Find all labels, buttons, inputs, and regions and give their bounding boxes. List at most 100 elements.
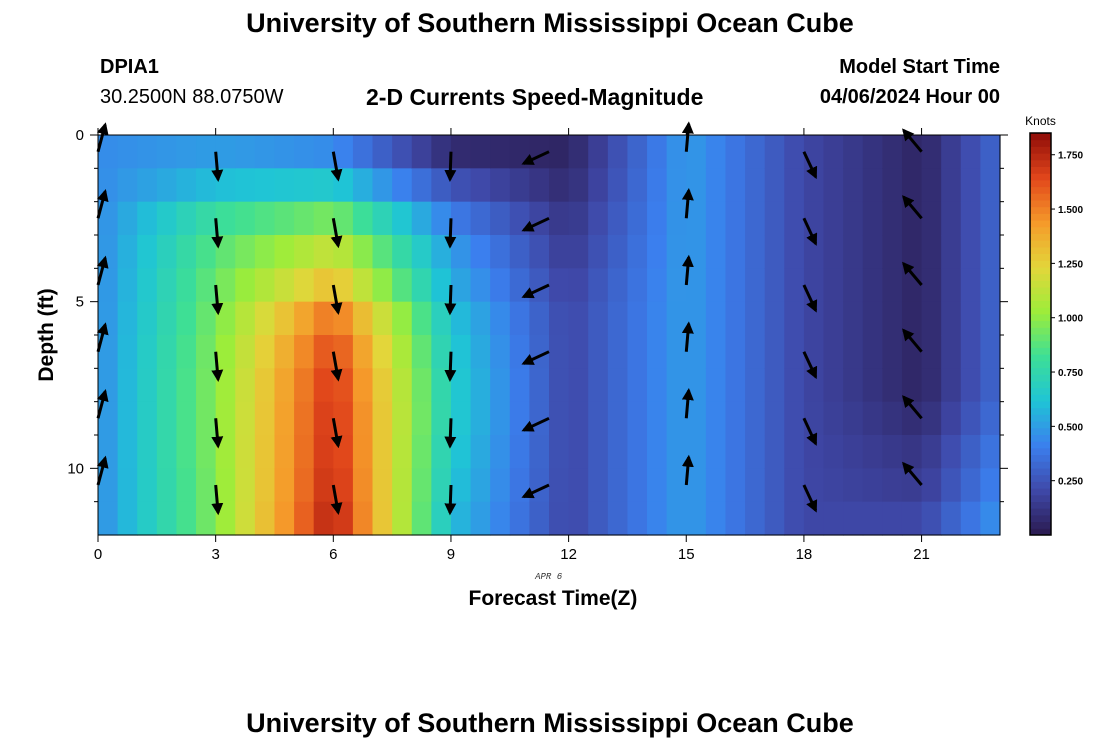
heatmap-cell bbox=[823, 435, 844, 469]
heatmap-cell bbox=[98, 135, 119, 169]
heatmap-cell bbox=[235, 368, 256, 403]
heatmap-cell bbox=[117, 235, 138, 269]
heatmap-cell bbox=[725, 435, 746, 469]
heatmap-cell bbox=[784, 135, 805, 169]
colorbar-band bbox=[1030, 494, 1051, 502]
heatmap-cell bbox=[901, 368, 923, 403]
heatmap-cell bbox=[431, 501, 452, 536]
heatmap-cell bbox=[176, 268, 197, 303]
heatmap-cell bbox=[156, 201, 178, 236]
heatmap-cell bbox=[549, 501, 570, 536]
date-annotation: APR 6 bbox=[534, 572, 563, 582]
heatmap-cell bbox=[156, 268, 178, 303]
heatmap-cell bbox=[431, 335, 452, 369]
heatmap-cell bbox=[431, 468, 452, 503]
heatmap-cell bbox=[137, 201, 158, 236]
heatmap-cell bbox=[470, 301, 491, 336]
heatmap-cell bbox=[568, 301, 589, 336]
heatmap-cell bbox=[411, 435, 432, 469]
heatmap-cell bbox=[333, 268, 354, 303]
heatmap-cell bbox=[235, 268, 256, 303]
heatmap-cell bbox=[980, 501, 1001, 536]
heatmap-cell bbox=[862, 435, 883, 469]
heatmap-cell bbox=[137, 135, 158, 169]
heatmap-cell bbox=[823, 368, 844, 403]
heatmap-cell bbox=[490, 201, 511, 236]
heatmap-cell bbox=[941, 435, 962, 469]
heatmap-cell bbox=[705, 201, 727, 236]
colorbar: 0.250 0.500 0.750 1.000 1.250 1.500 1.750 Knots bbox=[1025, 114, 1083, 536]
heatmap-cell bbox=[98, 235, 119, 269]
heatmap-cell bbox=[725, 335, 746, 369]
heatmap-cell bbox=[843, 301, 864, 336]
current-arrow bbox=[521, 150, 550, 165]
heatmap-cell bbox=[509, 201, 530, 236]
heatmap-cell bbox=[980, 268, 1001, 303]
heatmap-cell bbox=[686, 468, 707, 503]
heatmap-cell bbox=[549, 168, 570, 203]
heatmap-cell bbox=[176, 201, 197, 236]
heatmap-cell bbox=[235, 235, 256, 269]
heatmap-cell bbox=[666, 435, 687, 469]
heatmap-cell bbox=[627, 435, 648, 469]
heatmap-cell bbox=[411, 501, 432, 536]
heatmap-cell bbox=[882, 268, 903, 303]
heatmap-cell bbox=[764, 368, 785, 403]
heatmap-cell bbox=[784, 235, 805, 269]
heatmap-cell bbox=[235, 501, 256, 536]
heatmap-cell bbox=[490, 468, 511, 503]
colorbar-band bbox=[1030, 153, 1051, 161]
heatmap-cell bbox=[176, 401, 197, 436]
heatmap-cell bbox=[98, 435, 119, 469]
heatmap-cell bbox=[823, 401, 844, 436]
heatmap-cell bbox=[254, 301, 276, 336]
heatmap-cell bbox=[901, 268, 923, 303]
heatmap-cell bbox=[666, 201, 687, 236]
heatmap-cell bbox=[196, 268, 217, 303]
heatmap-cell bbox=[764, 468, 785, 503]
heatmap-cell bbox=[450, 501, 472, 536]
heatmap-cell bbox=[333, 401, 354, 436]
heatmap-cell bbox=[980, 235, 1001, 269]
heatmap-cell bbox=[764, 235, 785, 269]
heatmap-cell bbox=[313, 468, 334, 503]
heatmap-cell bbox=[156, 135, 178, 169]
heatmap-cell bbox=[666, 468, 687, 503]
heatmap-cell bbox=[529, 368, 550, 403]
heatmap-cell bbox=[509, 435, 530, 469]
heatmap-cell bbox=[137, 368, 158, 403]
heatmap-cell bbox=[568, 235, 589, 269]
heatmap-cell bbox=[607, 168, 629, 203]
heatmap-cell bbox=[117, 435, 138, 469]
colorbar-band bbox=[1030, 421, 1051, 429]
heatmap-cell bbox=[117, 335, 138, 369]
x-tick-label: 15 bbox=[678, 546, 695, 563]
heatmap-cell bbox=[529, 501, 550, 536]
colorbar-band bbox=[1030, 146, 1051, 154]
heatmap-cell bbox=[176, 301, 197, 336]
x-axis-label: Forecast Time(Z) bbox=[469, 587, 638, 610]
heatmap-cell bbox=[529, 235, 550, 269]
heatmap-cell bbox=[137, 435, 158, 469]
heatmap-cell bbox=[627, 468, 648, 503]
current-vectors bbox=[96, 121, 923, 516]
heatmap-cell bbox=[549, 301, 570, 336]
current-arrow bbox=[330, 418, 343, 449]
heatmap-cell bbox=[764, 301, 785, 336]
colorbar-band bbox=[1030, 233, 1051, 241]
heatmap-cell bbox=[176, 135, 197, 169]
heatmap-cell bbox=[411, 468, 432, 503]
heatmap-cell bbox=[392, 168, 413, 203]
y-tick-label: 0 bbox=[76, 127, 84, 144]
colorbar-band bbox=[1030, 514, 1051, 523]
heatmap-cell bbox=[549, 135, 570, 169]
heatmap-cell bbox=[745, 368, 766, 403]
heatmap-cell bbox=[705, 335, 727, 369]
heatmap-cell bbox=[392, 268, 413, 303]
heatmap-cell bbox=[294, 468, 315, 503]
heatmap-cell bbox=[254, 435, 276, 469]
heatmap-cell bbox=[98, 501, 119, 536]
colorbar-band bbox=[1030, 501, 1051, 509]
heatmap-cell bbox=[960, 235, 981, 269]
current-arrow bbox=[330, 284, 343, 315]
